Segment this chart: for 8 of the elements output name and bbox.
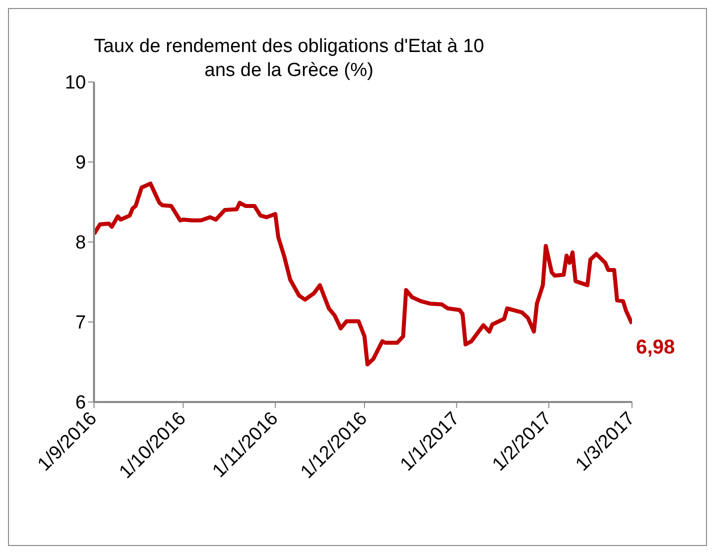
chart-title: Taux de rendement des obligations d'Etat à 10 ans de la Grèce (%) [92,35,486,83]
y-tick-label: 6 [75,392,86,414]
y-tick-label: 8 [75,232,86,254]
y-tick-label: 9 [75,152,86,174]
line-series [94,182,632,366]
data-label: 6,98 [636,336,675,359]
y-tick-label: 10 [64,72,86,94]
y-tick-label: 7 [75,312,86,334]
